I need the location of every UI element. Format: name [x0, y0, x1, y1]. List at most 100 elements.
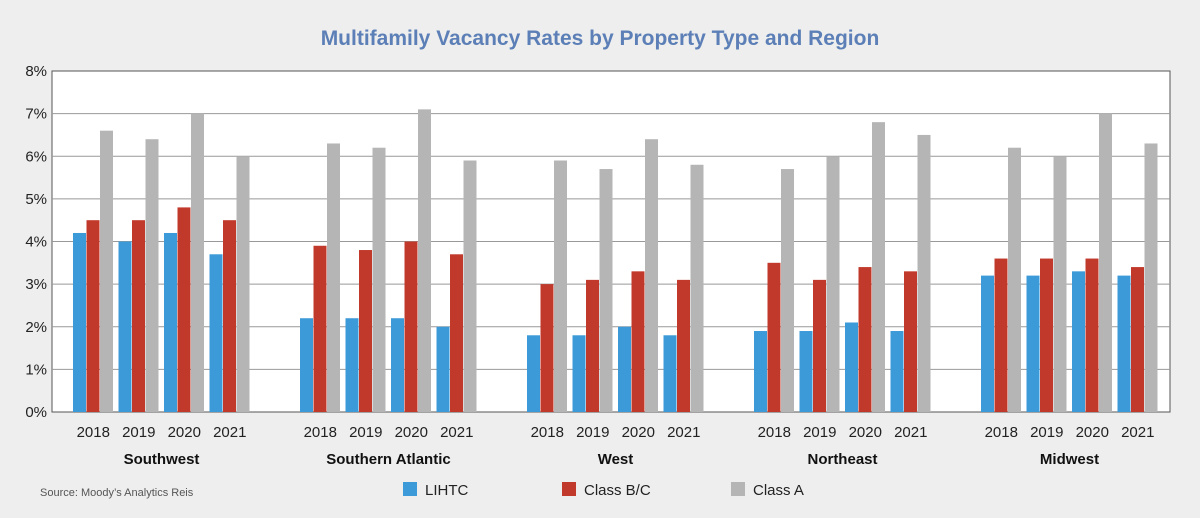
y-tick-label: 2%: [25, 319, 47, 336]
bar-class-b-c-northeast-2021: [904, 271, 917, 412]
bar-lihtc-southwest-2019: [118, 241, 132, 412]
bar-lihtc-southern-atlantic-2021: [436, 326, 450, 412]
x-tick-label: 2018: [77, 424, 110, 441]
bar-class-a-west-2021: [690, 164, 704, 412]
bar-class-a-west-2018: [554, 160, 567, 412]
region-label: Southern Atlantic: [326, 451, 450, 468]
x-tick-label: 2018: [304, 424, 337, 441]
x-tick-label: 2021: [440, 424, 473, 441]
y-tick-label: 1%: [25, 361, 47, 378]
y-tick-label: 7%: [25, 106, 47, 123]
y-tick-label: 6%: [25, 148, 47, 165]
x-tick-label: 2021: [213, 424, 246, 441]
bar-class-b-c-west-2019: [586, 279, 599, 412]
bar-lihtc-midwest-2019: [1026, 275, 1040, 412]
x-tick-label: 2020: [849, 424, 882, 441]
x-tick-label: 2020: [395, 424, 428, 441]
bar-class-a-midwest-2018: [1008, 147, 1021, 412]
legend-label: Class A: [753, 482, 804, 499]
bar-class-b-c-northeast-2020: [858, 267, 872, 412]
bar-lihtc-west-2020: [618, 326, 631, 412]
x-tick-label: 2018: [758, 424, 791, 441]
bar-lihtc-northeast-2021: [890, 331, 904, 412]
legend-swatch: [562, 482, 576, 496]
bar-lihtc-west-2019: [572, 335, 586, 412]
bar-lihtc-southwest-2020: [164, 232, 177, 412]
bar-class-b-c-southwest-2019: [132, 220, 145, 412]
x-tick-label: 2021: [894, 424, 927, 441]
bar-class-a-southern-atlantic-2020: [418, 109, 431, 413]
bar-lihtc-west-2021: [663, 335, 677, 412]
bar-lihtc-northeast-2019: [799, 331, 813, 412]
x-tick-label: 2021: [1121, 424, 1154, 441]
x-tick-label: 2020: [1076, 424, 1109, 441]
bar-class-b-c-northeast-2019: [813, 279, 826, 412]
bar-class-a-midwest-2019: [1053, 156, 1067, 412]
bar-lihtc-southern-atlantic-2019: [345, 318, 359, 412]
x-tick-label: 2018: [531, 424, 564, 441]
bar-class-a-southwest-2021: [236, 156, 250, 412]
bar-class-a-west-2019: [599, 169, 613, 412]
bar-class-b-c-west-2020: [631, 271, 645, 412]
bar-class-b-c-southwest-2020: [177, 207, 191, 412]
bar-class-a-west-2020: [645, 139, 658, 412]
bar-class-a-northeast-2021: [917, 134, 931, 412]
bar-class-b-c-southern-atlantic-2020: [404, 241, 418, 412]
bar-lihtc-southwest-2021: [209, 254, 223, 412]
bar-class-b-c-southern-atlantic-2018: [313, 245, 327, 412]
x-tick-label: 2020: [622, 424, 655, 441]
legend-swatch: [403, 482, 417, 496]
y-tick-label: 0%: [25, 404, 47, 421]
bar-class-a-midwest-2020: [1099, 113, 1112, 412]
x-tick-label: 2021: [667, 424, 700, 441]
bar-class-b-c-southern-atlantic-2019: [359, 250, 372, 412]
x-tick-label: 2018: [985, 424, 1018, 441]
legend-label: Class B/C: [584, 482, 651, 499]
bar-class-b-c-southwest-2021: [223, 220, 236, 412]
bar-lihtc-midwest-2018: [981, 275, 994, 412]
y-tick-label: 3%: [25, 276, 47, 293]
y-tick-label: 4%: [25, 234, 47, 251]
x-tick-label: 2019: [349, 424, 382, 441]
y-tick-label: 5%: [25, 191, 47, 208]
region-label: Midwest: [1040, 451, 1099, 468]
bar-class-a-southwest-2018: [100, 130, 113, 413]
bar-lihtc-midwest-2020: [1072, 271, 1085, 412]
region-label: West: [598, 451, 634, 468]
region-label: Northeast: [807, 451, 877, 468]
bar-class-b-c-midwest-2019: [1040, 258, 1053, 412]
bar-class-a-midwest-2021: [1144, 143, 1158, 412]
x-tick-label: 2020: [168, 424, 201, 441]
x-tick-label: 2019: [122, 424, 155, 441]
bar-lihtc-northeast-2018: [754, 331, 767, 412]
bar-lihtc-northeast-2020: [845, 322, 858, 412]
bar-class-a-southwest-2019: [145, 139, 159, 412]
bar-lihtc-southern-atlantic-2020: [391, 318, 404, 412]
bar-lihtc-west-2018: [527, 335, 540, 412]
bar-class-b-c-southwest-2018: [86, 220, 100, 412]
bar-class-b-c-midwest-2021: [1131, 267, 1144, 412]
bar-class-b-c-west-2018: [540, 284, 554, 412]
bar-lihtc-southern-atlantic-2018: [300, 318, 313, 412]
bar-class-a-southern-atlantic-2021: [463, 160, 477, 412]
bar-lihtc-midwest-2021: [1117, 275, 1131, 412]
chart-title: Multifamily Vacancy Rates by Property Ty…: [321, 27, 880, 50]
bar-class-a-southwest-2020: [191, 113, 204, 412]
y-tick-label: 8%: [25, 63, 47, 80]
bar-lihtc-southwest-2018: [73, 232, 86, 412]
x-tick-label: 2019: [576, 424, 609, 441]
bar-class-b-c-midwest-2020: [1085, 258, 1099, 412]
source-note: Source: Moody’s Analytics Reis: [40, 487, 194, 499]
bar-class-a-northeast-2020: [872, 122, 885, 413]
bar-class-a-northeast-2018: [781, 169, 794, 412]
region-label: Southwest: [124, 451, 200, 468]
bar-class-b-c-west-2021: [677, 279, 690, 412]
bar-class-b-c-southern-atlantic-2021: [450, 254, 463, 412]
bar-class-b-c-northeast-2018: [767, 262, 781, 412]
x-tick-label: 2019: [803, 424, 836, 441]
bar-class-a-southern-atlantic-2019: [372, 147, 386, 412]
bar-class-b-c-midwest-2018: [994, 258, 1008, 412]
legend-swatch: [731, 482, 745, 496]
